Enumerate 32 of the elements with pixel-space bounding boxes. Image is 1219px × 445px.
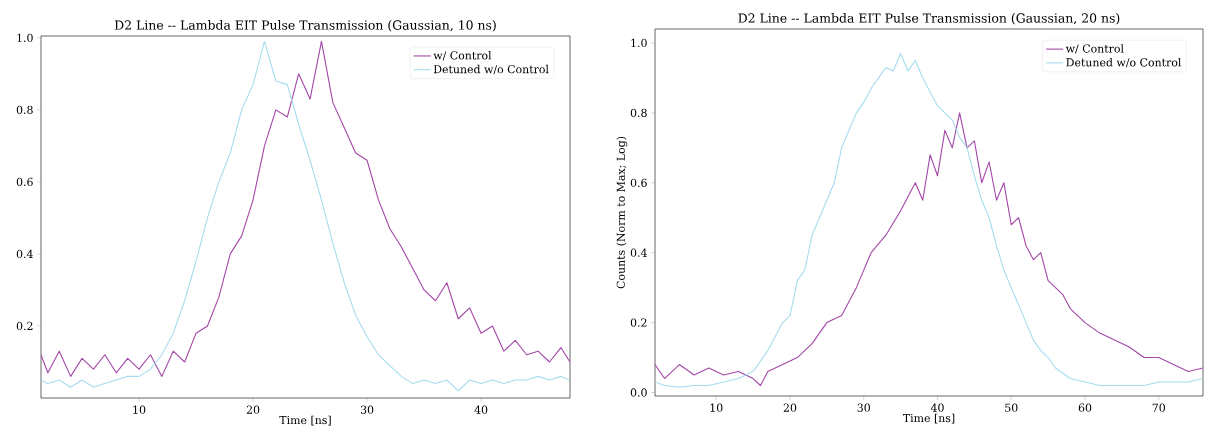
x-tick-label: 70 — [1152, 403, 1165, 412]
legend-label: Detuned w/o Control — [1066, 57, 1182, 68]
x-tick-label: 10 — [710, 403, 723, 412]
line-series — [655, 112, 1204, 387]
chart-title: D2 Line -- Lambda EIT Pulse Transmission (Gaussian, 20 ns) — [738, 13, 1120, 25]
x-tick-label: 40 — [474, 405, 488, 414]
y-axis-title: Counts (Norm to Max; Log) — [616, 136, 628, 289]
x-tick-label: 20 — [783, 403, 797, 412]
y-tick-label: 1.0 — [17, 33, 33, 42]
chart-title: D2 Line -- Lambda EIT Pulse Transmission (Gaussian, 10 ns) — [114, 20, 496, 32]
x-tick-label: 10 — [133, 405, 146, 414]
x-tick-label: 60 — [1078, 403, 1092, 412]
y-tick-label: 0.2 — [630, 318, 647, 327]
y-tick-label: 0.8 — [630, 108, 647, 118]
x-axis-title: Time [ns] — [902, 413, 955, 424]
y-tick-label: 0.2 — [16, 321, 33, 331]
x-tick-label: 40 — [930, 403, 944, 412]
y-tick-label: 0.0 — [630, 388, 647, 397]
x-axis-title: Time [ns] — [279, 415, 331, 426]
x-tick-label: 20 — [246, 405, 260, 414]
y-tick-label: 0.6 — [16, 177, 33, 187]
y-tick-label: 0.6 — [630, 178, 647, 187]
legend-label: Detuned w/o Control — [433, 64, 549, 75]
x-tick-label: 30 — [857, 403, 870, 412]
y-tick-label: 0.4 — [630, 248, 647, 257]
y-tick-label: 1.0 — [631, 38, 647, 48]
y-tick-label: 0.4 — [16, 249, 33, 259]
legend-label: w/ Control — [1065, 44, 1124, 54]
x-tick-label: 30 — [360, 405, 374, 414]
x-tick-label: 50 — [1005, 403, 1018, 412]
legend-label: w/ Control — [433, 51, 492, 61]
y-tick-label: 0.8 — [16, 105, 33, 114]
